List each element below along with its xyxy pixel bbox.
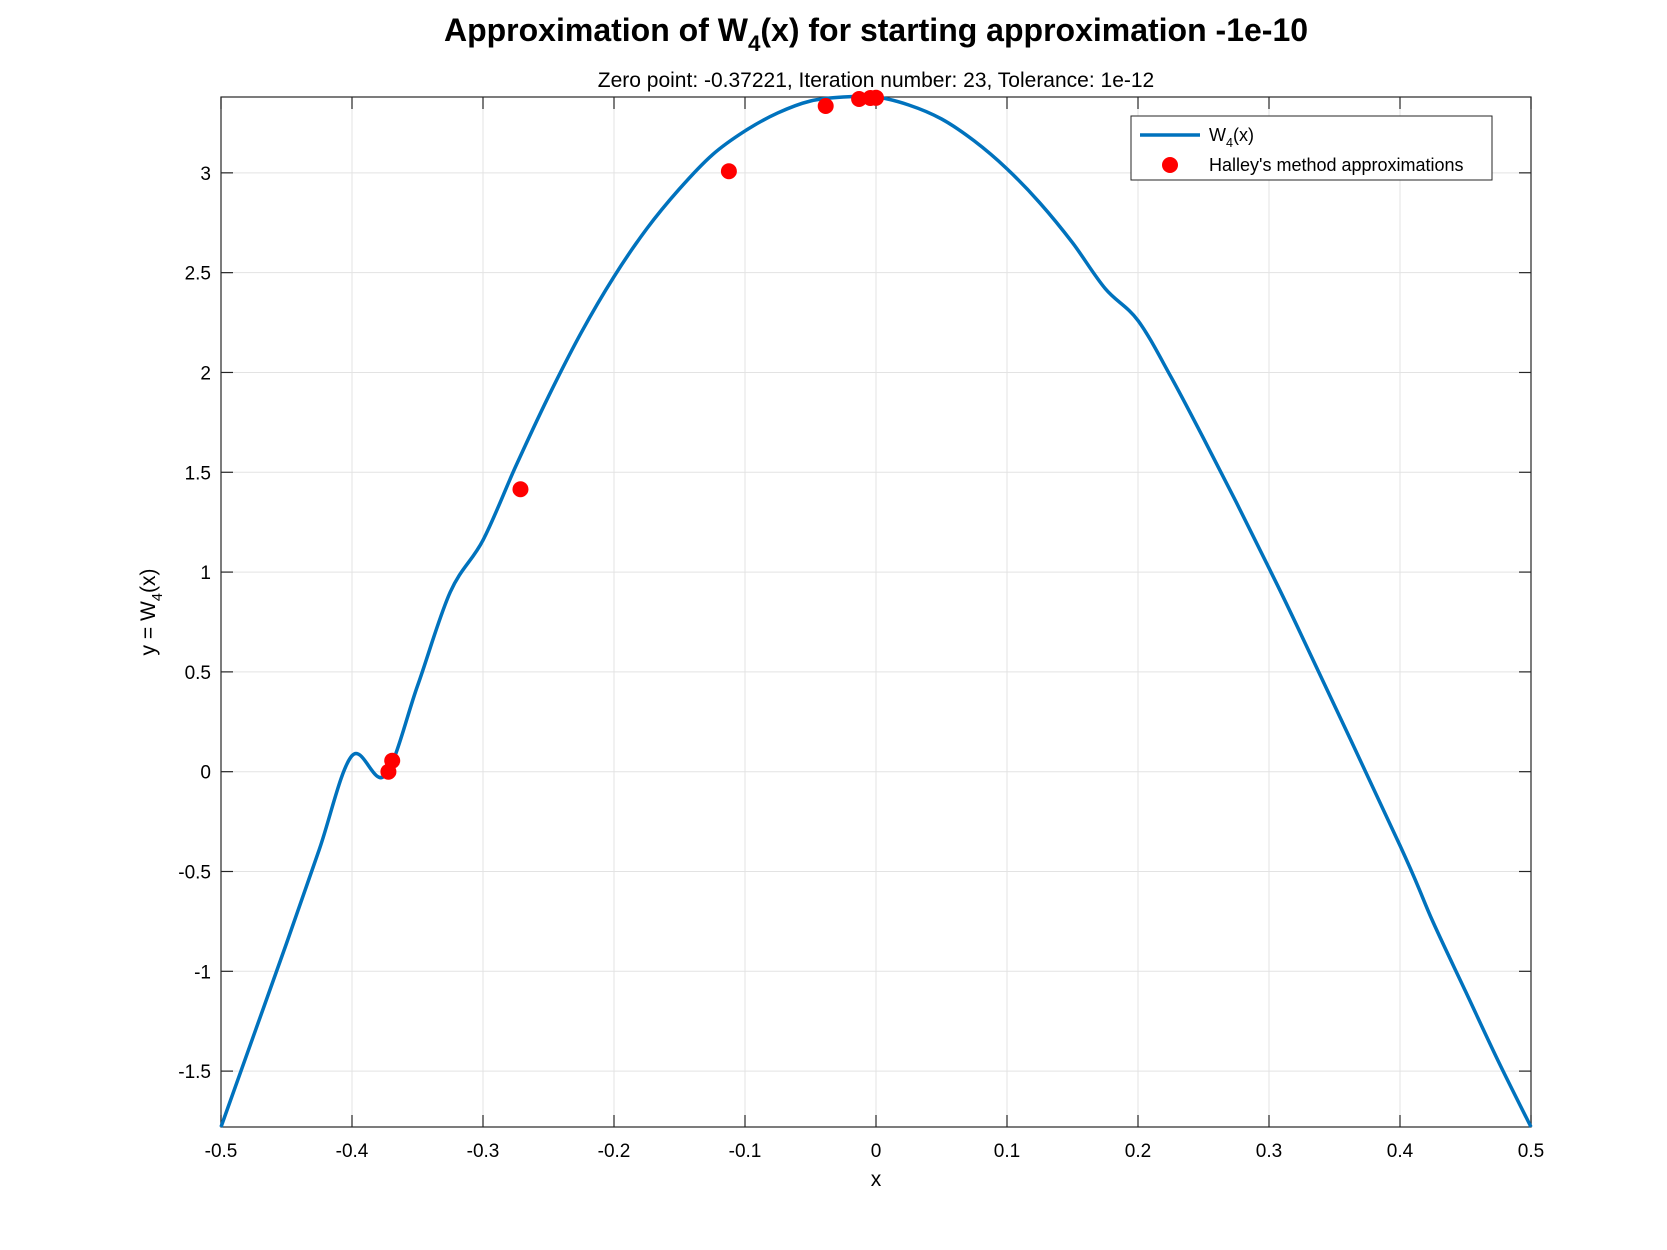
x-tick-label: 0.2 <box>1125 1141 1151 1162</box>
tick-labels: -0.5 -0.4 -0.3 -0.2 -0.1 0 0.1 0.2 0.3 0.4 0.5 -1.5… <box>178 164 1544 1162</box>
approximation-point <box>817 97 834 114</box>
x-tick-label: 0.5 <box>1518 1141 1544 1162</box>
x-tick-label: 0.1 <box>994 1141 1020 1162</box>
y-tick-label: 0 <box>200 763 211 784</box>
series-layer <box>219 89 1533 1128</box>
x-tick-label: -0.3 <box>467 1141 500 1162</box>
x-tick-label: 0.4 <box>1387 1141 1414 1162</box>
x-axis-label: x <box>871 1168 882 1191</box>
x-tick-label: -0.5 <box>205 1141 238 1162</box>
y-tick-label: -1.5 <box>178 1062 211 1083</box>
legend-label-points: Halley's method approximations <box>1209 155 1464 175</box>
legend-box <box>1130 115 1493 181</box>
x-tick-label: 0 <box>871 1141 882 1162</box>
w4-curve <box>219 94 1533 1128</box>
legend-marker-swatch <box>1162 157 1178 173</box>
y-tick-label: 1.5 <box>185 463 211 484</box>
x-tick-label: 0.3 <box>1256 1141 1282 1162</box>
y-axis-label: y = W4(x) <box>137 569 166 656</box>
y-tick-label: 1 <box>200 563 211 584</box>
y-tick-label: 3 <box>200 164 211 185</box>
legend-label-curve: W4(x) <box>1209 125 1254 150</box>
x-tick-label: -0.4 <box>336 1141 369 1162</box>
x-tick-label: -0.2 <box>598 1141 631 1162</box>
y-tick-label: 2.5 <box>185 264 211 285</box>
x-tick-label: -0.1 <box>729 1141 762 1162</box>
chart-subtitle: Zero point: -0.37221, Iteration number: … <box>598 69 1154 92</box>
y-tick-label: -0.5 <box>178 862 211 883</box>
ticks <box>220 97 1532 1127</box>
y-tick-label: -1 <box>194 962 211 983</box>
y-tick-label: 2 <box>200 363 211 384</box>
legend: W4(x) Halley's method approximations <box>1130 115 1493 181</box>
approximation-point <box>868 89 884 106</box>
approximation-point <box>720 163 737 180</box>
approximation-point <box>512 481 529 498</box>
chart-title: Approximation of W4(x) for starting appr… <box>444 12 1308 56</box>
approximation-point <box>384 752 401 769</box>
y-tick-label: 0.5 <box>185 663 211 684</box>
